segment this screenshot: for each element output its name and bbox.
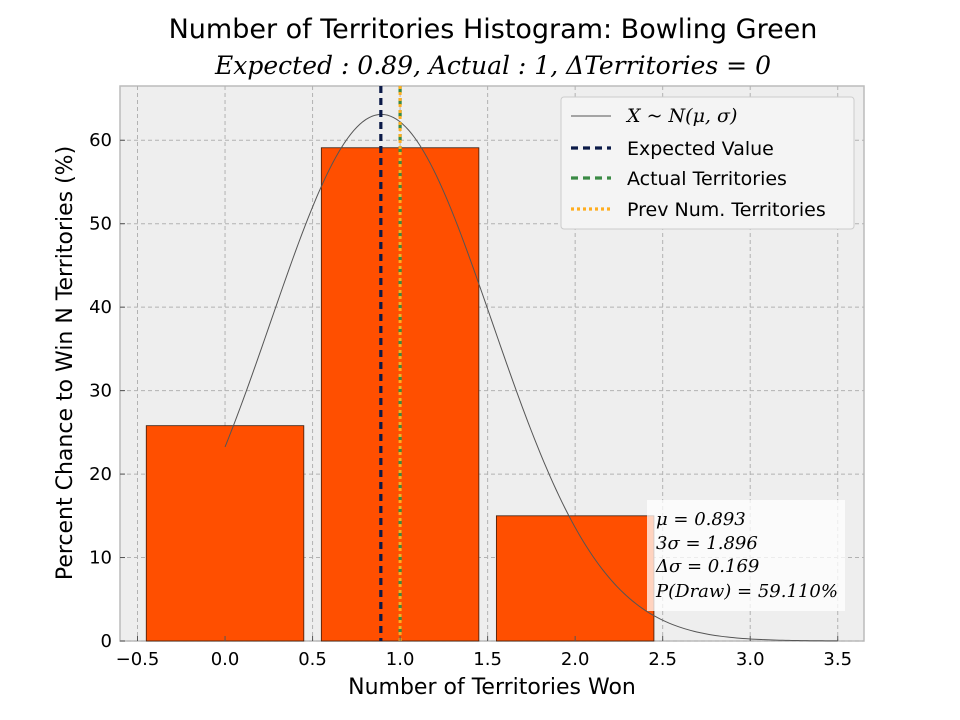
x-tick-label: −0.5: [116, 649, 160, 670]
legend: X ~ N(μ, σ) Expected Value Actual Territ…: [560, 96, 855, 230]
x-tick-label: 0.0: [211, 649, 240, 670]
x-tick-label: 2.5: [648, 649, 677, 670]
chart-subtitle: Expected : 0.89, Actual : 1, ΔTerritorie…: [214, 51, 771, 80]
legend-label-actual: Actual Territories: [627, 168, 787, 190]
y-tick-label: 0: [101, 631, 112, 652]
x-tick-label: 3.0: [736, 649, 765, 670]
stats-delta-sigma: Δσ = 0.169: [655, 556, 759, 577]
chart-title: Number of Territories Histogram: Bowling…: [169, 14, 818, 45]
legend-label-prev: Prev Num. Territories: [627, 199, 826, 221]
x-axis-label: Number of Territories Won: [348, 675, 636, 700]
stats-p-draw: P(Draw) = 59.110%: [655, 581, 838, 602]
x-tick-label: 0.5: [298, 649, 327, 670]
legend-label-expected: Expected Value: [627, 138, 774, 160]
legend-box: [560, 96, 855, 230]
y-tick-label: 60: [89, 130, 112, 151]
legend-label-curve: X ~ N(μ, σ): [625, 105, 737, 127]
normal-curve: [224, 113, 838, 642]
y-tick-label: 20: [89, 464, 112, 485]
reference-lines: [379, 86, 402, 641]
x-tick-label: 3.5: [823, 649, 852, 670]
y-tick-label: 30: [89, 381, 112, 402]
bar: [145, 425, 305, 642]
x-tick-label: 2.0: [561, 649, 590, 670]
axis-ticks: −0.5 0.0 0.5 1.0 1.5 2.0 2.5 3.0 3.5 0 10 20 30 40 50 6…: [89, 130, 852, 670]
y-tick-label: 50: [89, 214, 112, 235]
bar: [495, 515, 655, 642]
stats-box: μ = 0.893 3σ = 1.896 Δσ = 0.169 P(Draw) …: [647, 500, 845, 611]
stats-mu: μ = 0.893: [656, 509, 746, 530]
normal-curve-layer: [224, 113, 838, 642]
stats-box-background: [647, 500, 845, 611]
x-tick-label: 1.0: [386, 649, 415, 670]
y-tick-label: 10: [89, 548, 112, 569]
y-tick-label: 40: [89, 297, 112, 318]
stats-three-sigma: 3σ = 1.896: [656, 533, 758, 554]
y-axis-label: Percent Chance to Win N Territories (%): [53, 146, 78, 580]
x-tick-label: 1.5: [473, 649, 502, 670]
